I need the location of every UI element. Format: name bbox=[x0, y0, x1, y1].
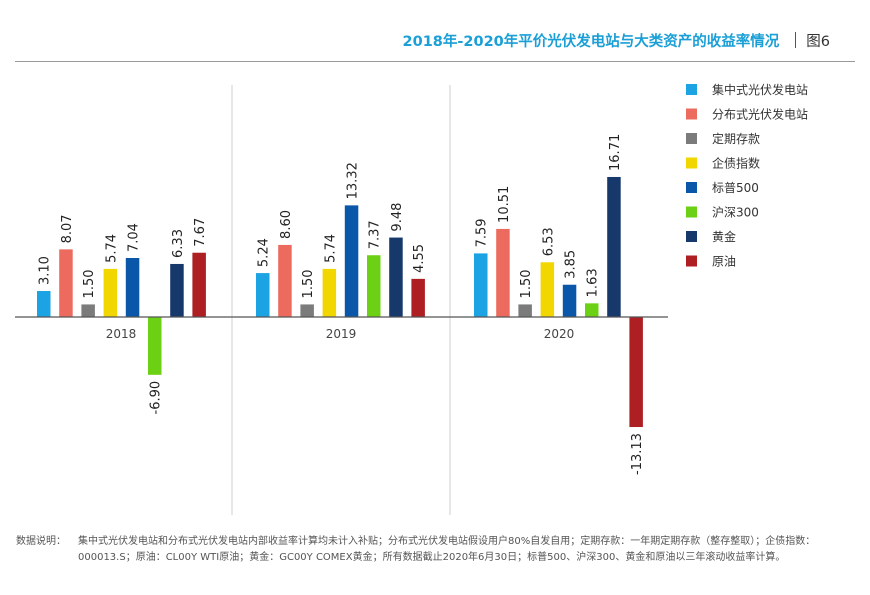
bar bbox=[629, 317, 643, 428]
bar bbox=[256, 273, 270, 317]
data-label: 1.50 bbox=[82, 269, 97, 298]
data-label: 7.04 bbox=[127, 223, 142, 252]
legend-label: 原油 bbox=[712, 255, 736, 269]
data-label: 4.55 bbox=[412, 244, 427, 273]
bar bbox=[103, 268, 118, 317]
x-tick-label: 2018 bbox=[106, 327, 137, 341]
x-tick-label: 2020 bbox=[544, 327, 575, 341]
legend-swatch bbox=[686, 182, 697, 193]
bar bbox=[278, 244, 292, 317]
bar bbox=[585, 303, 599, 317]
data-label: 9.48 bbox=[390, 203, 405, 232]
data-label: -13.13 bbox=[630, 433, 645, 475]
legend-swatch bbox=[686, 108, 697, 120]
bar bbox=[59, 249, 73, 317]
note-text: 集中式光伏发电站和分布式光伏发电站内部收益率计算均未计入补贴；分布式光伏发电站假… bbox=[78, 536, 816, 563]
legend-swatch bbox=[686, 157, 697, 169]
bar bbox=[300, 304, 314, 317]
bar bbox=[148, 317, 162, 375]
chart-header: 2018年-2020年平价光伏发电站与大类资产的收益率情况 图6 bbox=[403, 28, 830, 52]
bar bbox=[540, 262, 555, 317]
note-label: 数据说明： bbox=[16, 536, 66, 547]
bar bbox=[170, 263, 184, 317]
legend-label: 沪深300 bbox=[712, 206, 759, 220]
data-label: 5.24 bbox=[257, 238, 272, 267]
data-label: 8.07 bbox=[60, 214, 75, 243]
x-tick-label: 2019 bbox=[326, 327, 357, 341]
data-label: 5.74 bbox=[323, 234, 338, 263]
bar bbox=[496, 228, 510, 317]
data-label: 7.67 bbox=[193, 218, 208, 247]
bar bbox=[192, 252, 206, 317]
legend-swatch bbox=[686, 206, 697, 218]
bar bbox=[81, 304, 95, 317]
data-label: 8.60 bbox=[279, 210, 294, 239]
data-note: 数据说明： 集中式光伏发电站和分布式光伏发电站内部收益率计算均未计入补贴；分布式… bbox=[16, 534, 836, 566]
data-label: 7.37 bbox=[368, 220, 383, 249]
data-label: 7.59 bbox=[475, 218, 490, 247]
bar bbox=[411, 278, 425, 317]
figure-label: 图6 bbox=[806, 33, 830, 50]
data-label: 6.33 bbox=[171, 229, 186, 258]
legend-swatch bbox=[686, 231, 697, 242]
data-label: 3.10 bbox=[38, 256, 53, 285]
bar bbox=[474, 253, 488, 317]
bar bbox=[607, 176, 621, 317]
legend-label: 黄金 bbox=[712, 229, 736, 244]
legend-label: 定期存款 bbox=[712, 131, 760, 146]
legend-label: 企债指数 bbox=[712, 156, 760, 171]
legend-swatch bbox=[686, 255, 697, 267]
data-label: 1.63 bbox=[586, 268, 601, 297]
bar bbox=[562, 284, 577, 317]
bar bbox=[322, 268, 337, 317]
data-label: -6.90 bbox=[149, 381, 164, 415]
bar bbox=[37, 291, 51, 317]
data-label: 1.50 bbox=[301, 269, 316, 298]
legend-swatch bbox=[686, 133, 697, 144]
legend-label: 分布式光伏发电站 bbox=[712, 107, 808, 122]
data-label: 16.71 bbox=[608, 134, 623, 171]
bar bbox=[344, 205, 359, 317]
bar bbox=[125, 258, 140, 317]
legend-swatch bbox=[686, 84, 697, 95]
data-label: 10.51 bbox=[497, 186, 512, 223]
header-divider bbox=[795, 32, 797, 48]
bar-chart: 3.10 5.24 7.59 8.07 8.60 10.51 1.50 1.50 1.50 5.7… bbox=[15, 82, 808, 515]
data-label: 5.74 bbox=[104, 234, 119, 263]
legend-label: 集中式光伏发电站 bbox=[712, 82, 808, 97]
chart-title: 2018年-2020年平价光伏发电站与大类资产的收益率情况 bbox=[402, 33, 780, 50]
bar bbox=[518, 304, 532, 317]
data-label: 1.50 bbox=[519, 269, 534, 298]
data-label: 13.32 bbox=[346, 162, 361, 199]
legend-label: 标普500 bbox=[712, 181, 759, 195]
data-label: 3.85 bbox=[564, 250, 579, 279]
data-label: 6.53 bbox=[541, 227, 556, 256]
header-rule bbox=[15, 61, 855, 62]
bar bbox=[389, 237, 403, 317]
bar bbox=[367, 255, 381, 317]
